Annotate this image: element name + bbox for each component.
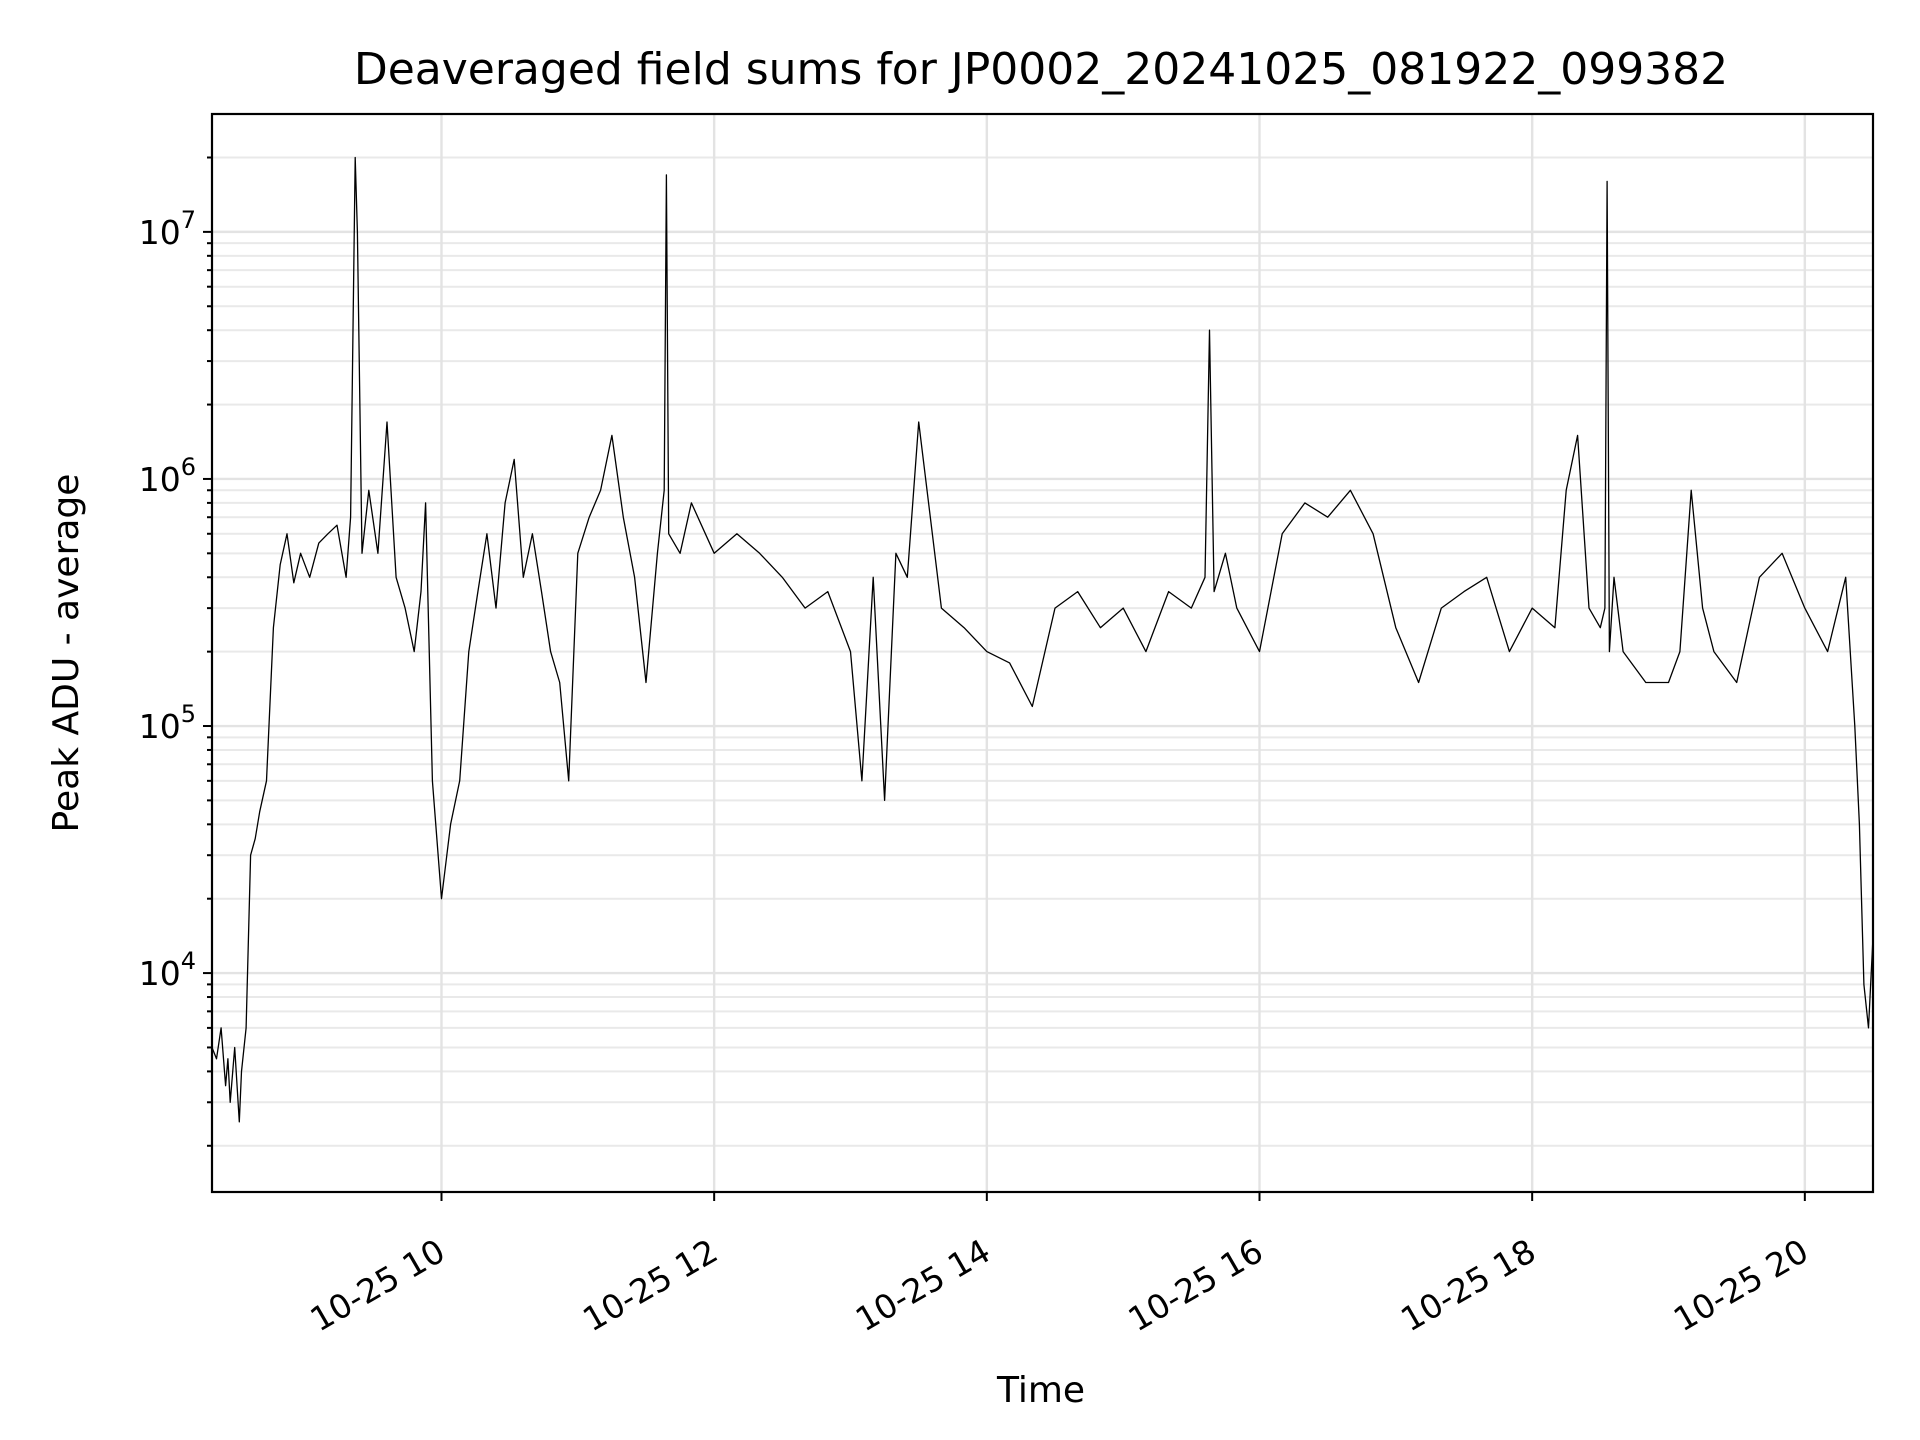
y-tick-label: 104 <box>139 947 196 993</box>
y-tick-label: 105 <box>139 700 196 746</box>
y-axis: 104 105 106 107 <box>139 156 212 1147</box>
plot-area <box>211 156 1874 1123</box>
chart-title: Deaveraged field sums for JP0002_2024102… <box>354 44 1728 95</box>
plot-frame <box>210 112 1875 1194</box>
y-axis-label: Peak ADU - average <box>46 474 87 833</box>
y-tick-label: 107 <box>139 206 196 252</box>
series-line <box>211 156 1874 1123</box>
x-axis-label: Time <box>996 1370 1085 1411</box>
y-tick-label: 106 <box>139 453 196 499</box>
minor-gridlines <box>212 156 1873 1147</box>
major-gridlines <box>212 114 1873 1192</box>
